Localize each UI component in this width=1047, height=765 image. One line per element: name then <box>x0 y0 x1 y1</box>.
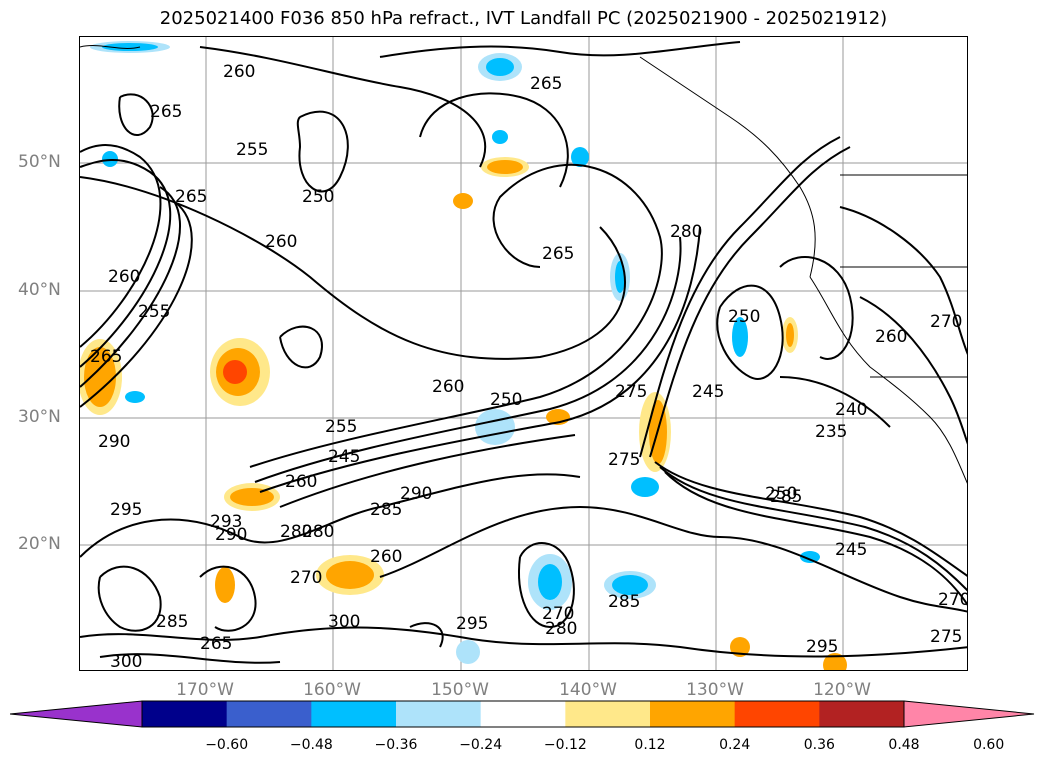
map-panel: 260 265 255 250 265 260 265 280 265 260 … <box>79 36 968 671</box>
contour-label: 255 <box>325 417 357 437</box>
contour-label: 250 <box>765 484 797 504</box>
contour-label: 265 <box>200 634 232 654</box>
contour-label: 293 <box>210 512 242 532</box>
colorbar-cell <box>142 701 228 727</box>
contour-label: 295 <box>456 614 488 634</box>
map-title: 2025021400 F036 850 hPa refract., IVT La… <box>159 8 888 29</box>
lon-label-120w: 120°W <box>813 680 871 700</box>
colorbar-cell <box>819 701 905 727</box>
colorbar-right-extension <box>903 700 1035 728</box>
contour-label: 245 <box>328 447 360 467</box>
colorbar-cell <box>396 701 482 727</box>
contour-label: 250 <box>490 390 522 410</box>
lat-label-30n: 30°N <box>18 407 61 427</box>
lon-label-170w: 170°W <box>176 680 234 700</box>
shaded-anomalies <box>80 41 847 670</box>
lon-label-160w: 160°W <box>303 680 361 700</box>
colorbar-tick-label: 0.48 <box>888 737 920 753</box>
colorbar-cell <box>565 701 651 727</box>
lon-label-150w: 150°W <box>431 680 489 700</box>
contour-label: 270 <box>290 568 322 588</box>
colorbar-cell <box>311 701 397 727</box>
contour-label: 270 <box>930 312 962 332</box>
contour-label: 265 <box>90 347 122 367</box>
contour-label: 260 <box>875 327 907 347</box>
map-canvas: 260 265 255 250 265 260 265 280 265 260 … <box>80 37 968 671</box>
contour-label: 265 <box>530 74 562 94</box>
contour-label: 265 <box>542 244 574 264</box>
colorbar-tick-label: −0.48 <box>289 737 333 753</box>
lat-label-20n: 20°N <box>18 534 61 554</box>
contour-label: 290 <box>400 484 432 504</box>
contour-label: 285 <box>370 500 402 520</box>
colorbar-tick-label: −0.60 <box>205 737 249 753</box>
contour-label: 280 <box>670 222 702 242</box>
contour-label: 295 <box>806 637 838 657</box>
contour-label: 260 <box>265 232 297 252</box>
contour-labels: 260 265 255 250 265 260 265 280 265 260 … <box>90 62 968 671</box>
colorbar-tick-label: −0.12 <box>543 737 587 753</box>
contour-label: 245 <box>835 540 867 560</box>
contour-label: 260 <box>223 62 255 82</box>
contour-label: 265 <box>175 187 207 207</box>
contour-label: 290 <box>215 525 247 545</box>
contour-label: 260 <box>370 547 402 567</box>
colorbar-tick-label: 0.12 <box>634 737 666 753</box>
contour-label: 280 <box>280 522 312 542</box>
colorbar-cell <box>650 701 736 727</box>
lat-label-50n: 50°N <box>18 152 61 172</box>
colorbar-tick-label: 0.60 <box>973 737 1005 753</box>
lat-label-40n: 40°N <box>18 280 61 300</box>
contour-label: 255 <box>138 302 170 322</box>
colorbar-cells <box>142 701 905 727</box>
colorbar-cell <box>734 701 820 727</box>
contour-label: 275 <box>615 382 647 402</box>
contour-label: 300 <box>110 652 142 671</box>
refractivity-contours <box>80 41 967 664</box>
colorbar-tick-label: 0.24 <box>719 737 751 753</box>
contour-label: 240 <box>835 400 867 420</box>
contour-label: 250 <box>728 307 760 327</box>
contour-label: 285 <box>608 592 640 612</box>
contour-label: 275 <box>930 627 962 647</box>
contour-label: 270 <box>938 590 968 610</box>
contour-label: 260 <box>432 377 464 397</box>
contour-label: 280 <box>302 522 334 542</box>
contour-label: 255 <box>236 140 268 160</box>
contour-label: 300 <box>328 612 360 632</box>
contour-label: 260 <box>108 267 140 287</box>
graticule <box>80 37 967 670</box>
contour-label: 275 <box>608 450 640 470</box>
lon-label-140w: 140°W <box>559 680 617 700</box>
contour-label: 295 <box>110 500 142 520</box>
contour-label: 285 <box>156 612 188 632</box>
contour-label: 235 <box>815 422 847 442</box>
contour-label: 285 <box>770 487 802 507</box>
contour-label: 250 <box>302 187 334 207</box>
coastlines <box>80 45 967 484</box>
contour-label: 270 <box>542 604 574 624</box>
contour-label: 245 <box>692 382 724 402</box>
colorbar-tick-label: −0.36 <box>374 737 418 753</box>
colorbar-cell <box>226 701 312 727</box>
contour-label: 265 <box>150 102 182 122</box>
colorbar-left-extension <box>10 700 143 728</box>
lon-label-130w: 130°W <box>686 680 744 700</box>
colorbar <box>10 700 1035 728</box>
colorbar-tick-label: −0.24 <box>459 737 503 753</box>
contour-label: 260 <box>285 472 317 492</box>
contour-label: 280 <box>545 619 577 639</box>
contour-label: 290 <box>98 432 130 452</box>
colorbar-tick-label: 0.36 <box>803 737 835 753</box>
colorbar-cell <box>480 701 566 727</box>
